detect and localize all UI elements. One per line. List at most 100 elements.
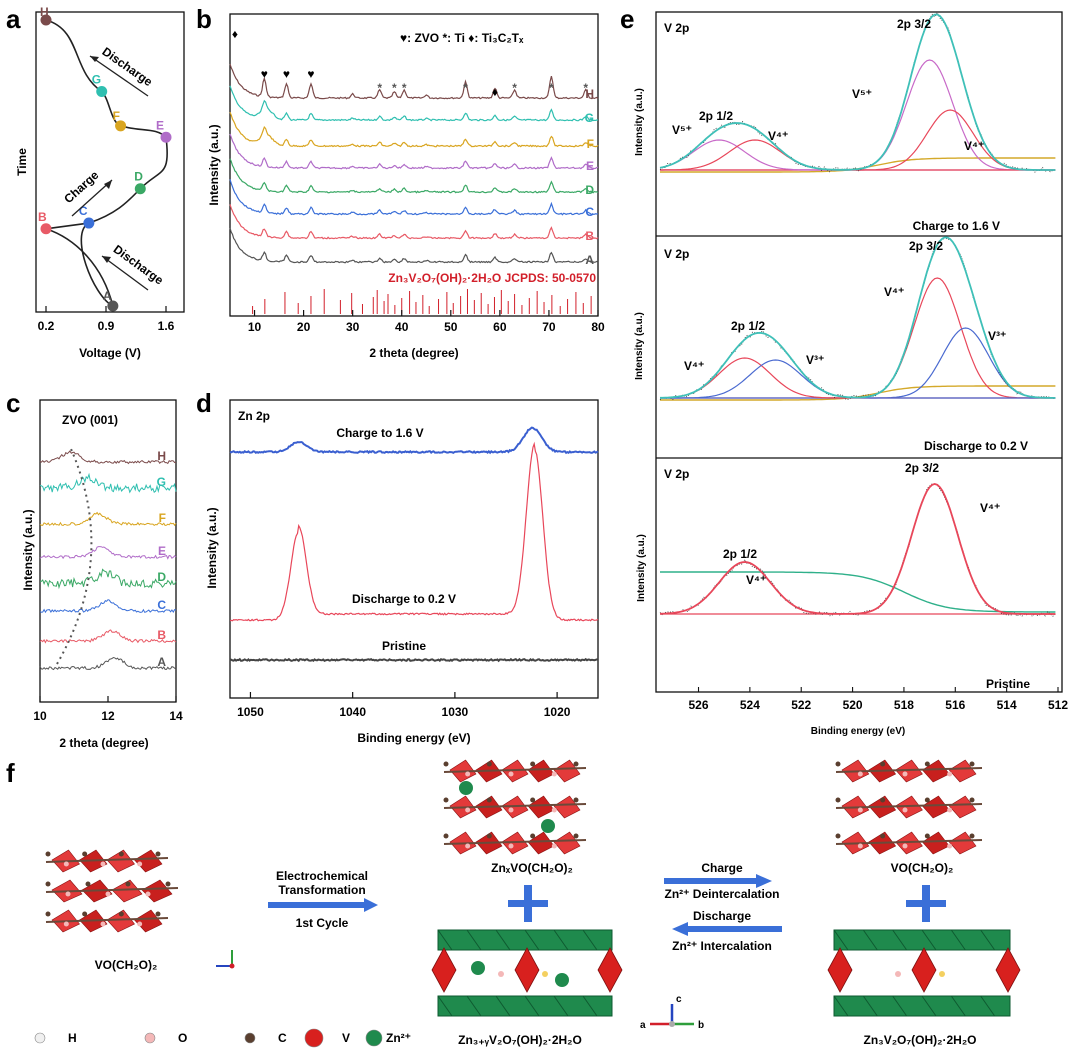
f-right-l3-atom bbox=[857, 843, 863, 849]
f-mid-bottom-water bbox=[542, 971, 548, 977]
c-trace-label-A: A bbox=[157, 655, 166, 669]
e-xtick-label: 526 bbox=[689, 698, 709, 712]
c-trace-F bbox=[39, 511, 177, 527]
f-legend-atom-2 bbox=[244, 1032, 256, 1044]
panel-a: A B C D E F G H 0.2 0.9 1.6 Voltage (V) Time Disc… bbox=[15, 5, 185, 360]
f-mid-l2-polyhedron bbox=[553, 795, 581, 819]
a-point-H bbox=[40, 14, 52, 26]
a-point-label-B: B bbox=[38, 210, 47, 224]
e-peak-top-1: 2p 3/2 bbox=[909, 239, 943, 253]
f-left-l2-atom bbox=[125, 881, 131, 887]
f-mid-bottom-sheet-line bbox=[582, 995, 598, 1017]
f-mid-l3-atom bbox=[443, 833, 449, 839]
panel-d-label-pristine: Pristine bbox=[382, 639, 426, 653]
f-mid-bottom-pillar bbox=[514, 947, 540, 993]
f-atom-legend: H O C V Zn²⁺ bbox=[34, 1028, 411, 1048]
panel-d-label-discharge: Discharge to 0.2 V bbox=[352, 592, 456, 606]
f-right-bottom-sheet-line bbox=[892, 995, 908, 1017]
panel-a-xlabel: Voltage (V) bbox=[79, 346, 141, 360]
e-ylabel-2: Intensity (a.u.) bbox=[636, 534, 647, 602]
panel-c-title: ZVO (001) bbox=[62, 413, 118, 427]
f-left-l3-atom bbox=[155, 911, 161, 917]
f-right-l2-atom bbox=[969, 797, 975, 803]
f-mid-l1-atom bbox=[486, 761, 492, 767]
a-annot-discharge-bottom: Discharge bbox=[111, 242, 166, 288]
a-point-label-D: D bbox=[134, 170, 143, 184]
a-point-C bbox=[83, 217, 95, 229]
f-legend-atom-0 bbox=[34, 1032, 46, 1044]
c-xtick-label: 12 bbox=[101, 709, 115, 723]
panel-c-xlabel: 2 theta (degree) bbox=[59, 736, 148, 750]
f-left-l1-atom bbox=[155, 851, 161, 857]
panel-d-frame bbox=[229, 399, 599, 699]
panel-letter-e: e bbox=[620, 4, 634, 34]
f-plus-mid bbox=[508, 885, 548, 922]
a-point-label-F: F bbox=[113, 109, 120, 123]
f-mid-bottom-sheet-line bbox=[524, 929, 540, 951]
b-marker-star: * bbox=[549, 81, 554, 95]
a-annot-charge: Charge bbox=[61, 168, 101, 206]
f-axis-a: a bbox=[640, 1020, 646, 1031]
panel-d: Zn 2p Charge to 1.6 V Discharge to 0.2 V… bbox=[205, 399, 599, 745]
f-mid-l2-atom bbox=[508, 807, 514, 813]
f-left-l3-chain bbox=[45, 917, 169, 923]
f-right-l1-atom bbox=[835, 761, 841, 767]
b-xtick-label: 20 bbox=[297, 320, 311, 334]
b-trace-label-A: A bbox=[585, 253, 594, 267]
e-peak-side-1: 2p 1/2 bbox=[731, 319, 765, 333]
f-left-l1-atom bbox=[118, 851, 124, 857]
panel-letter-d: d bbox=[196, 388, 212, 418]
f-left-l2-atom bbox=[85, 881, 91, 887]
c-trace-label-G: G bbox=[157, 475, 166, 489]
a-point-label-A: A bbox=[103, 289, 112, 303]
f-mid-l2-atom bbox=[551, 807, 557, 813]
c-trace-C bbox=[39, 599, 177, 614]
c-trace-A bbox=[39, 656, 177, 671]
f-right-l1-chain bbox=[835, 767, 983, 773]
f-right-l3-atom bbox=[835, 833, 841, 839]
d-trace-2 bbox=[229, 657, 599, 663]
b-trace-D bbox=[229, 158, 599, 194]
f-legend-label-0: H bbox=[68, 1031, 77, 1045]
a-point-label-H: H bbox=[40, 5, 49, 19]
e-subpanel-title-1: V 2p bbox=[664, 247, 689, 261]
f-mid-l2-chain bbox=[443, 803, 587, 809]
f-right-l2-atom bbox=[880, 797, 886, 803]
f-right-bottom-sheet-line bbox=[921, 929, 937, 951]
e-xtick-label: 522 bbox=[791, 698, 811, 712]
e-species-label-1-0: V⁴⁺ bbox=[684, 359, 704, 373]
f-right-bottom-water bbox=[895, 971, 901, 977]
f-legend-atom-4 bbox=[365, 1029, 383, 1047]
panel-letter-c: c bbox=[6, 388, 20, 418]
e-xtick-label: 514 bbox=[997, 698, 1017, 712]
e-component-0-2 bbox=[659, 139, 1056, 171]
b-marker-diamond: ♦ bbox=[232, 27, 238, 41]
f-mid-l1-atom bbox=[551, 771, 557, 777]
c-trace-label-E: E bbox=[158, 544, 166, 558]
f-right-bottom-formula: Zn₃V₂O₇(OH)₂·2H₂O bbox=[863, 1033, 976, 1047]
f-charge-arrow bbox=[664, 874, 772, 888]
f-right-bottom-sheet-line bbox=[950, 995, 966, 1017]
b-marker-heart: ♥ bbox=[261, 67, 268, 81]
f-right-l3-atom bbox=[902, 843, 908, 849]
f-right-l2-polyhedron bbox=[948, 795, 977, 819]
f-right-bottom-pillar bbox=[911, 947, 937, 993]
f-mid-top-structure bbox=[443, 759, 587, 855]
panel-b-legend: ♥: ZVO *: Ti ♦: Ti₃C₂Tₓ bbox=[400, 31, 524, 45]
e-component-2-1 bbox=[659, 561, 1056, 615]
c-xtick-label: 10 bbox=[33, 709, 47, 723]
e-xtick-label: 516 bbox=[945, 698, 965, 712]
f-left-l2-atom bbox=[45, 881, 51, 887]
f-right-l1-atom bbox=[947, 771, 953, 777]
f-legend-label-2: C bbox=[278, 1031, 287, 1045]
c-trace-label-C: C bbox=[157, 598, 166, 612]
a-point-label-E: E bbox=[156, 118, 164, 132]
b-trace-label-H: H bbox=[585, 87, 594, 101]
f-right-l1-atom bbox=[924, 761, 930, 767]
e-envelope-1 bbox=[660, 236, 1056, 399]
f-right-bottom-sheet-line bbox=[950, 929, 966, 951]
panel-d-title: Zn 2p bbox=[238, 409, 270, 423]
f-right-l1-atom bbox=[857, 771, 863, 777]
